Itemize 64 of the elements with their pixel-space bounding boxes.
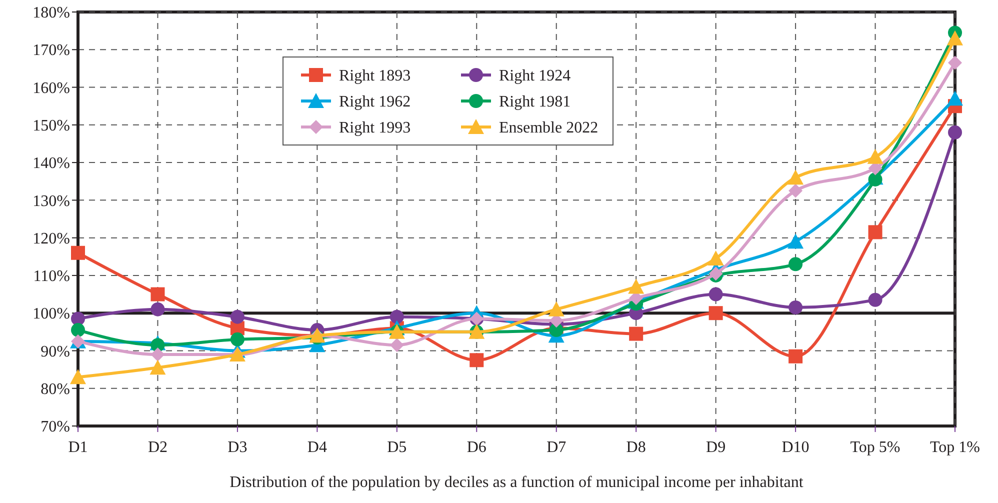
x-tick-label: D9 — [706, 439, 726, 456]
point — [150, 347, 165, 362]
point — [628, 278, 644, 294]
legend-label: Right 1962 — [339, 94, 411, 111]
y-tick-label: 100% — [32, 306, 70, 323]
x-tick-label: D7 — [546, 439, 566, 456]
x-axis-title: Distribution of the population by deciles as a function of municipal income per inhabitant — [230, 474, 804, 491]
point — [788, 170, 804, 185]
point — [788, 257, 803, 272]
y-tick-label: 180% — [32, 4, 70, 22]
x-tick-label: Top 1% — [930, 439, 980, 456]
y-tick-label: 80% — [40, 380, 70, 398]
point — [150, 287, 165, 302]
legend-label: Right 1993 — [339, 120, 411, 137]
y-tick-label: 130% — [32, 192, 70, 210]
x-tick-label: D4 — [307, 439, 327, 456]
point — [708, 250, 724, 266]
x-tick-label: D6 — [466, 439, 486, 456]
point — [150, 302, 165, 316]
point — [71, 323, 85, 338]
point — [867, 148, 884, 164]
point — [788, 234, 804, 249]
y-tick-label: 140% — [32, 155, 70, 172]
x-tick-label: D5 — [387, 439, 407, 456]
y-tick-label: 70% — [40, 418, 70, 436]
point — [708, 306, 723, 320]
y-tick-label: 110% — [33, 268, 70, 286]
point — [868, 292, 882, 307]
legend-label: Ensemble 2022 — [499, 120, 598, 137]
point — [390, 310, 404, 324]
point — [230, 332, 244, 346]
point — [71, 312, 85, 326]
y-tick-label: 170% — [32, 42, 70, 60]
y-tick-label: 150% — [32, 118, 70, 135]
point — [788, 184, 803, 198]
x-tick-label: D3 — [228, 439, 248, 456]
point — [470, 353, 484, 368]
point — [230, 310, 244, 324]
point — [948, 56, 962, 70]
point — [948, 125, 962, 140]
point — [390, 338, 404, 352]
y-tick-label: 90% — [40, 343, 70, 360]
point — [71, 246, 85, 260]
point — [70, 369, 86, 384]
legend-label: Right 1893 — [339, 68, 411, 85]
y-tick-label: 160% — [32, 80, 70, 97]
x-tick-label: D8 — [626, 439, 646, 456]
point — [947, 30, 963, 46]
legend-label: Right 1924 — [499, 68, 571, 85]
point — [868, 225, 882, 240]
point — [788, 300, 803, 314]
x-tick-label: D2 — [148, 439, 168, 456]
point — [788, 349, 803, 364]
point — [708, 287, 723, 302]
legend-label: Right 1981 — [499, 94, 571, 111]
point — [548, 301, 564, 316]
y-tick-label: 120% — [32, 230, 70, 248]
point — [947, 90, 963, 106]
x-tick-label: D1 — [68, 439, 88, 456]
point — [868, 172, 882, 186]
x-tick-label: Top 5% — [850, 439, 900, 456]
point — [629, 326, 644, 341]
point — [150, 360, 166, 375]
x-tick-label: D10 — [782, 439, 810, 456]
